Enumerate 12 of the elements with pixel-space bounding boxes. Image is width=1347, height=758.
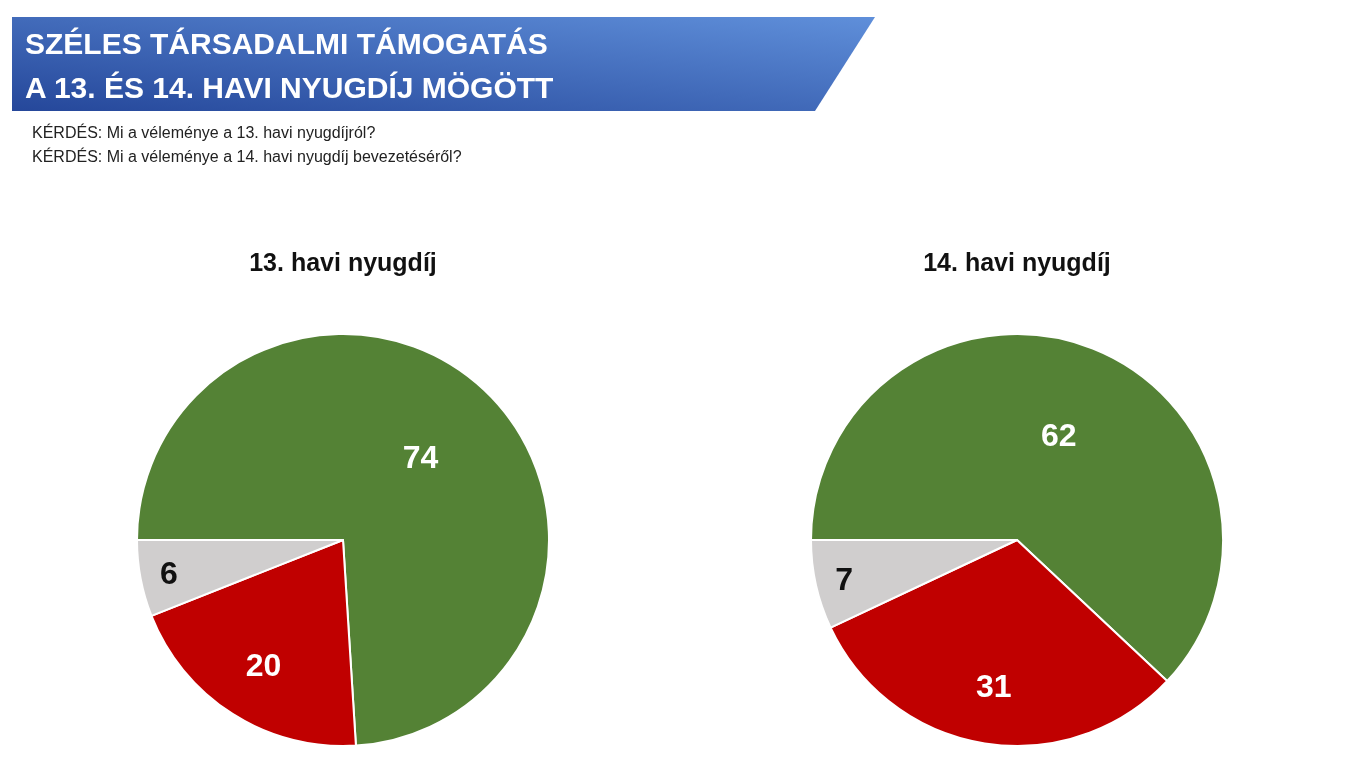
text: KÉRDÉS: Mi a véleménye a 13. havi nyugdíjról? bbox=[32, 123, 376, 141]
data-label: 7 bbox=[835, 560, 854, 597]
text: SZÉLES TÁRSADALMI TÁMOGATÁS A 13. ÉS 14. HAVI NYUGDÍJ MÖGÖTT bbox=[25, 27, 554, 104]
text: KÉRDÉS: Mi a véleménye a 14. havi nyugdíj bevezetéséről? bbox=[32, 147, 462, 165]
data-label: 31 bbox=[976, 668, 1012, 705]
chart-title: 14. havi nyugdíj bbox=[923, 248, 1111, 276]
data-label: 20 bbox=[245, 647, 282, 684]
chart-title: 13. havi nyugdíj bbox=[249, 248, 437, 276]
data-label: 6 bbox=[160, 555, 178, 592]
data-label: 62 bbox=[1040, 416, 1077, 453]
data-label: 74 bbox=[402, 439, 439, 476]
pie-slice bbox=[136, 333, 550, 747]
